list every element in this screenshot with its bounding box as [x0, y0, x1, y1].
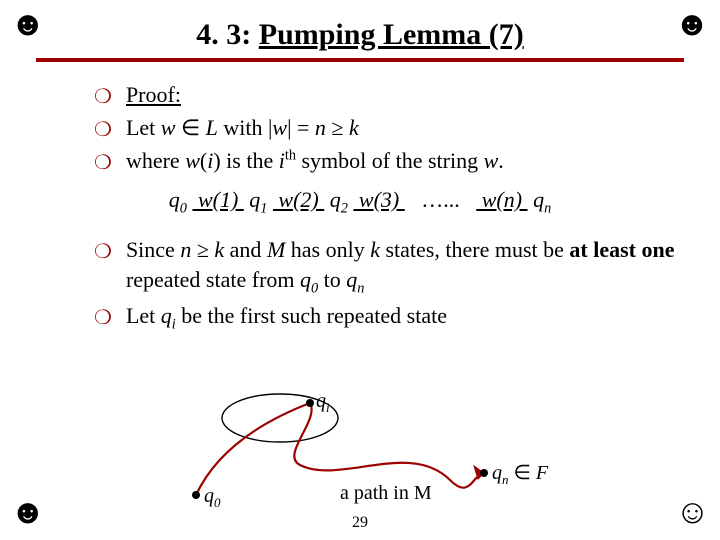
- bullet-5-text: Let qi be the first such repeated state: [126, 301, 684, 335]
- state-path-line: q0 w(1) q1 w(2) q2 w(3) …... w(n) qn: [36, 187, 684, 217]
- q0-dot: [192, 491, 200, 499]
- title-rule: [36, 58, 684, 62]
- bullet-4: ❍ Since n ≥ k and M has only k states, t…: [94, 235, 684, 298]
- corner-tr-icon: ☻: [674, 8, 710, 42]
- page-number: 29: [0, 514, 720, 532]
- bullet-icon: ❍: [94, 305, 112, 332]
- qn-label: qn ∈ F: [492, 460, 548, 488]
- qi-dot: [306, 399, 314, 407]
- bullet-icon: ❍: [94, 84, 112, 111]
- slide-title: 4. 3: Pumping Lemma (7): [36, 18, 684, 52]
- q0-label: q0: [204, 485, 221, 511]
- bullet-5: ❍ Let qi be the first such repeated stat…: [94, 301, 684, 335]
- title-prefix: 4. 3:: [196, 18, 259, 51]
- bullet-1: ❍ Proof:: [94, 80, 684, 111]
- corner-tl-icon: ☻: [10, 8, 46, 42]
- slide: ☻ ☻ ☻ ☺ 4. 3: Pumping Lemma (7) ❍ Proof:…: [0, 0, 720, 540]
- bullet-4-text: Since n ≥ k and M has only k states, the…: [126, 235, 684, 298]
- bullet-icon: ❍: [94, 150, 112, 177]
- bullet-3: ❍ where w(i) is the ith symbol of the st…: [94, 146, 684, 177]
- diagram-caption: a path in M: [340, 482, 432, 505]
- bullet-3-text: where w(i) is the ith symbol of the stri…: [126, 146, 684, 176]
- qn-dot: [480, 469, 488, 477]
- bullet-block-1: ❍ Proof: ❍ Let w ∈ L with |w| = n ≥ k ❍ …: [94, 80, 684, 177]
- bullet-icon: ❍: [94, 117, 112, 144]
- bullet-2-text: Let w ∈ L with |w| = n ≥ k: [126, 113, 684, 143]
- bullet-2: ❍ Let w ∈ L with |w| = n ≥ k: [94, 113, 684, 144]
- bullet-1-text: Proof:: [126, 80, 684, 110]
- bullet-icon: ❍: [94, 239, 112, 266]
- path-diagram: q0 qi qn ∈ F a path in M: [150, 380, 610, 520]
- title-main: Pumping Lemma (7): [259, 18, 524, 51]
- qi-label: qi: [316, 390, 330, 416]
- bullet-block-2: ❍ Since n ≥ k and M has only k states, t…: [94, 235, 684, 334]
